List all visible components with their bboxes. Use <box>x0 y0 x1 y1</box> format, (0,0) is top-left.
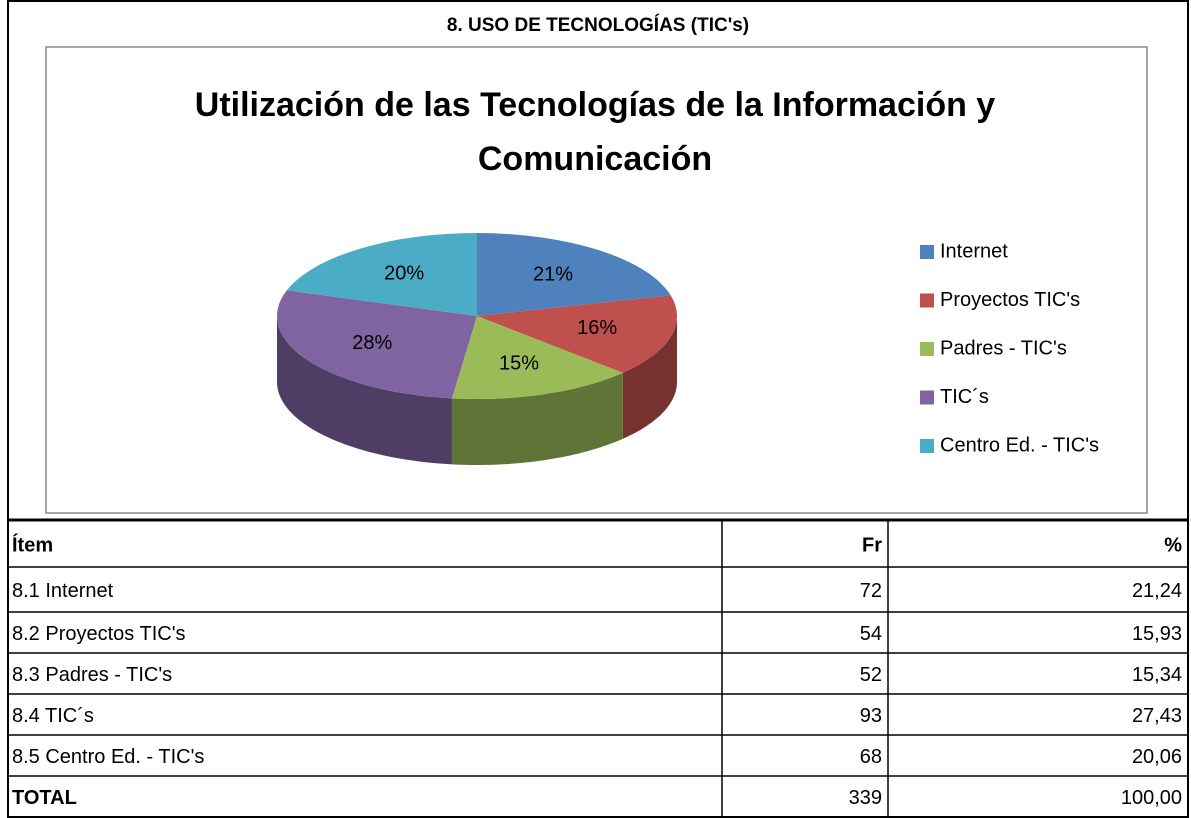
table-cell: 8.4 TIC´s <box>12 705 94 727</box>
legend-label: TIC´s <box>940 386 989 408</box>
sheet-title: 8. USO DE TECNOLOGÍAS (TIC's) <box>447 14 749 36</box>
table-cell: 54 <box>860 623 882 645</box>
column-header: % <box>1164 534 1182 556</box>
data-label: 21% <box>533 264 573 286</box>
slice-side <box>451 372 623 465</box>
table-cell: 15,34 <box>1132 664 1182 686</box>
data-label: 20% <box>384 263 424 285</box>
table-cell: TOTAL <box>12 787 77 809</box>
table-cell: 68 <box>860 746 882 768</box>
slice <box>477 295 677 373</box>
column-header: Ítem <box>12 533 53 556</box>
slice <box>276 290 477 399</box>
legend-label: Padres - TIC's <box>940 337 1067 359</box>
table-cell: 8.2 Proyectos TIC's <box>12 623 186 645</box>
chart-title: Utilización de las Tecnologías de la Inf… <box>194 86 996 178</box>
outer-border <box>7 0 1189 818</box>
table-cell: 100,00 <box>1121 787 1182 809</box>
legend-swatch <box>920 390 934 405</box>
table-cell: 27,43 <box>1132 705 1182 727</box>
slice-side <box>622 316 677 439</box>
data-label: 15% <box>499 353 539 375</box>
column-header: Fr <box>862 534 882 556</box>
legend-swatch <box>920 245 934 259</box>
table-cell: 8.1 Internet <box>12 580 114 602</box>
table-cell: 72 <box>860 580 882 602</box>
legend-swatch <box>920 342 934 356</box>
table-cell: 15,93 <box>1132 623 1182 645</box>
data-label: 28% <box>352 332 392 354</box>
slice <box>477 233 671 316</box>
legend-swatch <box>920 439 934 453</box>
data-label: 16% <box>577 317 617 339</box>
table-cell: 339 <box>849 787 882 809</box>
legend-label: Internet <box>940 240 1008 262</box>
table-cell: 52 <box>860 664 882 686</box>
table-cell: 21,24 <box>1132 580 1182 602</box>
slice <box>286 233 477 316</box>
table-cell: 93 <box>860 705 882 727</box>
table-cell: 20,06 <box>1132 746 1182 768</box>
legend-swatch <box>920 293 934 308</box>
slice-side <box>277 316 452 465</box>
legend-label: Centro Ed. - TIC's <box>940 434 1099 456</box>
table-cell: 8.5 Centro Ed. - TIC's <box>12 746 204 768</box>
slice <box>451 316 623 399</box>
legend-label: Proyectos TIC's <box>940 289 1080 311</box>
table-cell: 8.3 Padres - TIC's <box>12 664 172 686</box>
